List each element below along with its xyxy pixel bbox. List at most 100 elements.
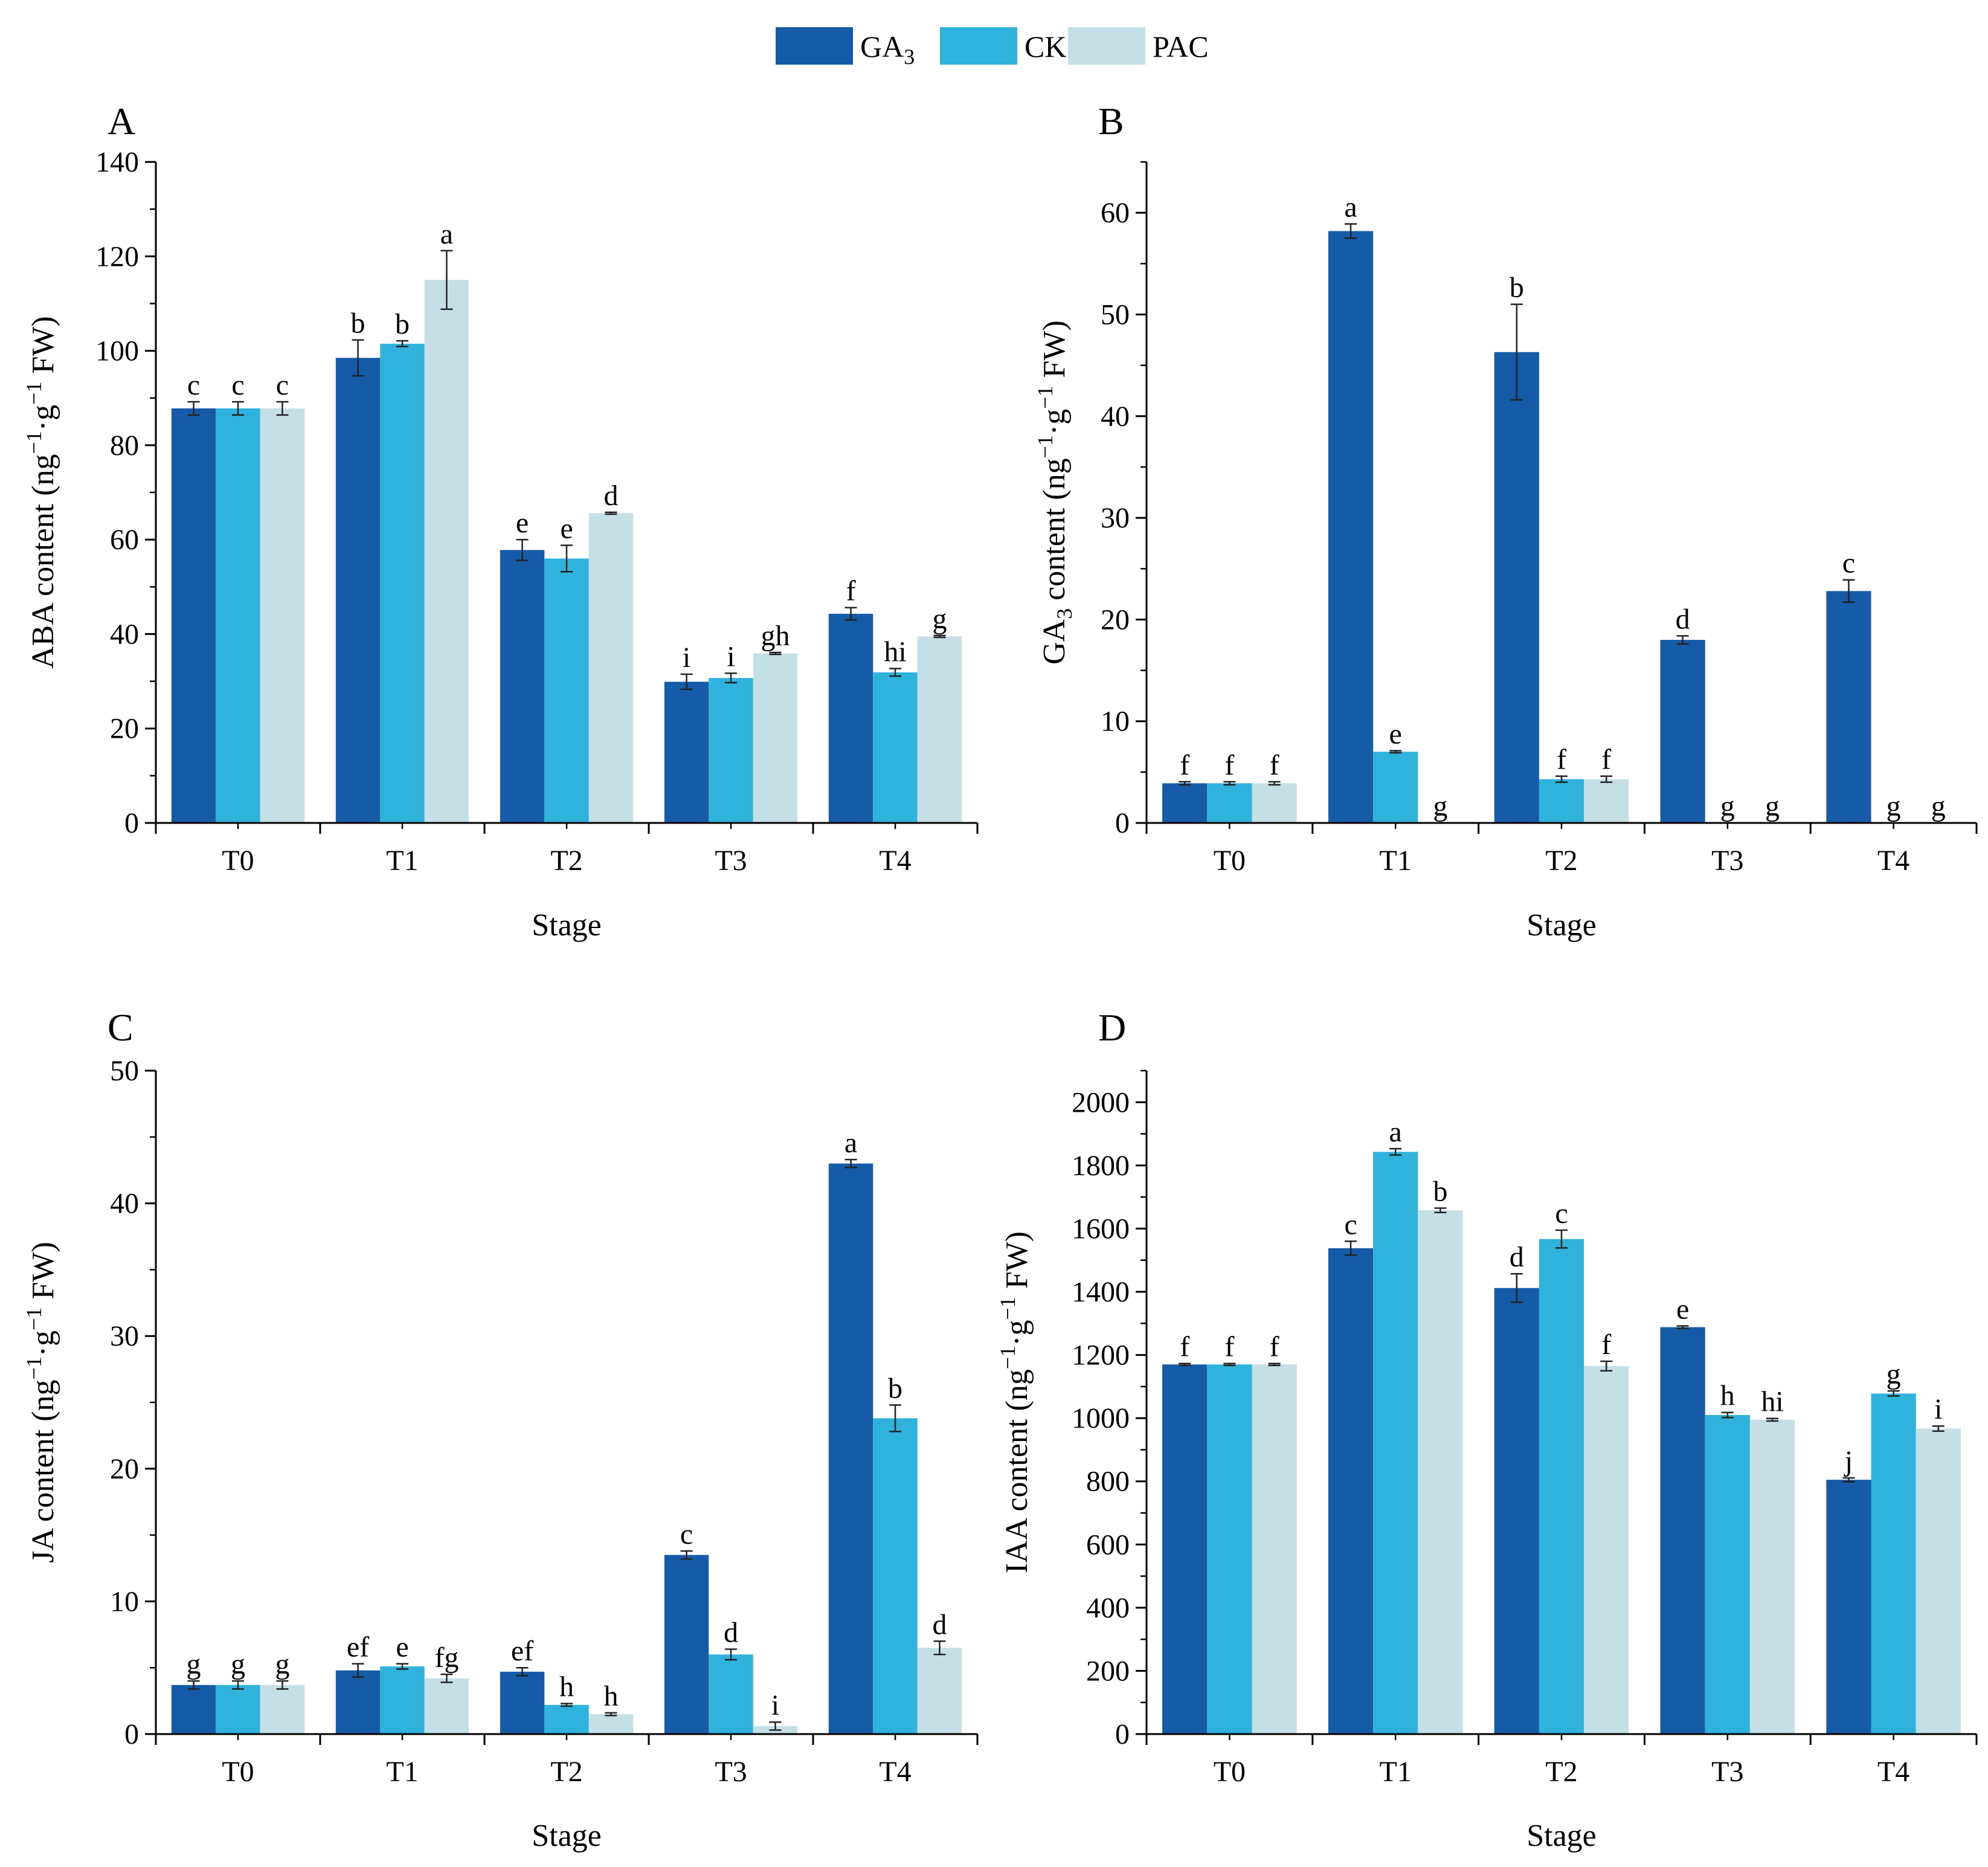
significance-label-a-ck-t4: hi — [884, 636, 906, 668]
bar-d-ga3-t1 — [1328, 1248, 1374, 1734]
significance-label-d-pac-t1: b — [1433, 1175, 1447, 1207]
y-tick-label-d: 0 — [1115, 1718, 1130, 1750]
legend-swatch-ck — [940, 27, 1017, 65]
y-tick-label-d: 600 — [1086, 1529, 1130, 1561]
significance-label-a-ga3-t1: b — [351, 308, 365, 340]
error-bar-c-ck-t0 — [232, 1680, 244, 1690]
significance-label-b-pac-t3: g — [1765, 790, 1780, 822]
x-tick-label-c: T1 — [386, 1756, 418, 1788]
x-tick-label-a: T2 — [550, 845, 582, 877]
bar-d-pac-t4 — [1916, 1428, 1961, 1734]
x-tick-label-b: T2 — [1545, 845, 1577, 877]
bar-c-ga3-t2 — [500, 1671, 545, 1734]
panel-a: Ac b e i f c b e i hi c a d gh g 0 20 40 60 80 100 120 140 T0 T1… — [22, 100, 979, 943]
error-bar-a-ga3-t1 — [352, 339, 364, 377]
error-bar-a-ga3-t0 — [187, 401, 200, 416]
error-bar-a-ga3-t2 — [516, 538, 529, 561]
error-bar-c-ga3-t0 — [187, 1680, 200, 1690]
significance-label-c-ck-t0: g — [231, 1648, 245, 1680]
significance-label-b-ga3-t4: c — [1842, 547, 1855, 579]
significance-label-b-pac-t1: g — [1433, 790, 1447, 822]
y-tick-label-a: 0 — [124, 807, 139, 839]
error-bar-c-ga3-t4 — [844, 1158, 857, 1169]
error-bar-c-ck-t2 — [561, 1703, 573, 1707]
x-tick-label-a: T1 — [386, 845, 418, 877]
significance-label-b-ck-t3: g — [1720, 790, 1735, 822]
significance-label-d-ck-t3: h — [1720, 1380, 1735, 1412]
significance-label-a-pac-t4: g — [932, 603, 947, 635]
panel-c: Cg ef ef c a g e h d b g fg h i d 0 10 20 30 40 50 T0 T1 T2 T3 T4… — [22, 1006, 979, 1853]
y-tick-label-d: 1800 — [1072, 1150, 1130, 1182]
error-bar-b-ck-t2 — [1555, 775, 1568, 783]
bar-c-pac-t2 — [588, 1714, 634, 1734]
error-bar-d-ga3-t0 — [1179, 1362, 1191, 1367]
y-tick-label-a: 140 — [95, 146, 139, 178]
legend-swatch-ga — [776, 27, 853, 65]
y-tick-label-b: 60 — [1101, 197, 1130, 229]
y-tick-label-b: 30 — [1101, 502, 1130, 534]
significance-label-a-pac-t3: gh — [761, 620, 790, 652]
y-tick-label-b: 40 — [1101, 401, 1130, 433]
bar-d-pac-t1 — [1418, 1210, 1463, 1734]
error-bar-b-pac-t2 — [1600, 775, 1613, 783]
legend: GA3 CK PAC — [776, 27, 1209, 69]
bar-a-ck-t4 — [873, 672, 918, 823]
error-bar-c-pac-t0 — [276, 1680, 289, 1690]
bar-b-ga3-t1 — [1328, 231, 1374, 823]
x-axis-title-b: Stage — [1526, 908, 1597, 943]
error-bar-d-ga3-t2 — [1510, 1272, 1523, 1303]
x-tick-label-d: T1 — [1380, 1756, 1412, 1788]
y-tick-label-c: 10 — [110, 1585, 139, 1617]
bar-b-ck-t2 — [1539, 779, 1584, 823]
bar-b-pac-t0 — [1252, 783, 1297, 823]
error-bar-c-ck-t1 — [396, 1663, 408, 1670]
bar-a-ck-t3 — [709, 678, 753, 823]
significance-label-b-pac-t0: f — [1270, 749, 1279, 781]
error-bar-c-pac-t3 — [769, 1721, 782, 1731]
bar-b-pac-t2 — [1584, 779, 1629, 823]
significance-label-d-ga3-t3: e — [1676, 1293, 1689, 1325]
y-tick-label-a: 100 — [95, 335, 139, 367]
y-tick-label-d: 1200 — [1072, 1340, 1130, 1372]
bar-a-pac-t1 — [424, 280, 469, 823]
x-axis-title-d: Stage — [1526, 1819, 1597, 1853]
y-tick-label-a: 60 — [110, 524, 139, 556]
bar-d-pac-t2 — [1584, 1366, 1629, 1734]
bar-a-ck-t1 — [380, 343, 425, 823]
significance-label-c-ck-t2: h — [559, 1671, 574, 1703]
bar-a-ga3-t3 — [664, 682, 709, 823]
y-tick-label-a: 40 — [110, 618, 139, 650]
bar-a-ga3-t0 — [171, 408, 216, 823]
error-bar-b-ck-t0 — [1223, 781, 1236, 786]
bar-c-pac-t1 — [424, 1678, 469, 1734]
error-bar-d-ga3-t3 — [1676, 1325, 1689, 1329]
y-tick-label-a: 80 — [110, 430, 139, 462]
y-axis-title-b: GA3 content (ng−1·g−1 FW) — [1033, 320, 1076, 665]
error-bar-c-ck-t3 — [725, 1648, 737, 1661]
x-tick-label-d: T2 — [1545, 1756, 1577, 1788]
bar-c-ga3-t0 — [171, 1685, 216, 1734]
error-bar-d-ck-t2 — [1555, 1229, 1568, 1249]
y-tick-label-c: 0 — [124, 1718, 139, 1750]
significance-label-b-ck-t2: f — [1557, 744, 1566, 776]
error-bar-a-ck-t4 — [889, 668, 901, 677]
error-bar-a-ck-t1 — [396, 340, 408, 347]
x-tick-label-d: T4 — [1877, 1756, 1909, 1788]
significance-label-c-pac-t0: g — [275, 1648, 289, 1680]
bar-c-ck-t1 — [380, 1666, 425, 1734]
bar-a-ga3-t4 — [828, 613, 873, 823]
bar-a-ga3-t1 — [335, 358, 381, 823]
bar-d-ck-t0 — [1207, 1364, 1252, 1734]
y-tick-label-d: 1000 — [1072, 1402, 1130, 1434]
error-bar-d-ck-t3 — [1721, 1411, 1734, 1419]
bar-b-ga3-t0 — [1162, 783, 1208, 823]
legend-label-ck: CK — [1025, 30, 1066, 63]
significance-label-a-ga3-t2: e — [516, 507, 529, 539]
significance-label-a-ck-t2: e — [560, 513, 573, 545]
x-tick-label-b: T3 — [1711, 845, 1743, 877]
error-bar-d-pac-t2 — [1600, 1360, 1613, 1372]
bar-a-ck-t2 — [544, 558, 589, 823]
significance-label-d-ga3-t1: c — [1344, 1208, 1357, 1240]
x-axis-title-a: Stage — [532, 908, 602, 943]
